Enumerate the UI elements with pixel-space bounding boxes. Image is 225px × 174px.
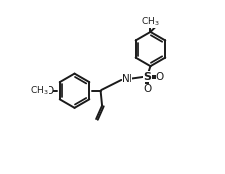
Text: S: S xyxy=(144,72,151,82)
Text: O: O xyxy=(143,84,152,94)
Text: O: O xyxy=(45,86,53,96)
Text: N: N xyxy=(122,74,130,84)
Text: O: O xyxy=(156,72,164,82)
Text: H: H xyxy=(124,74,132,84)
Text: CH$_3$: CH$_3$ xyxy=(141,16,160,28)
Text: CH$_3$: CH$_3$ xyxy=(30,84,49,97)
